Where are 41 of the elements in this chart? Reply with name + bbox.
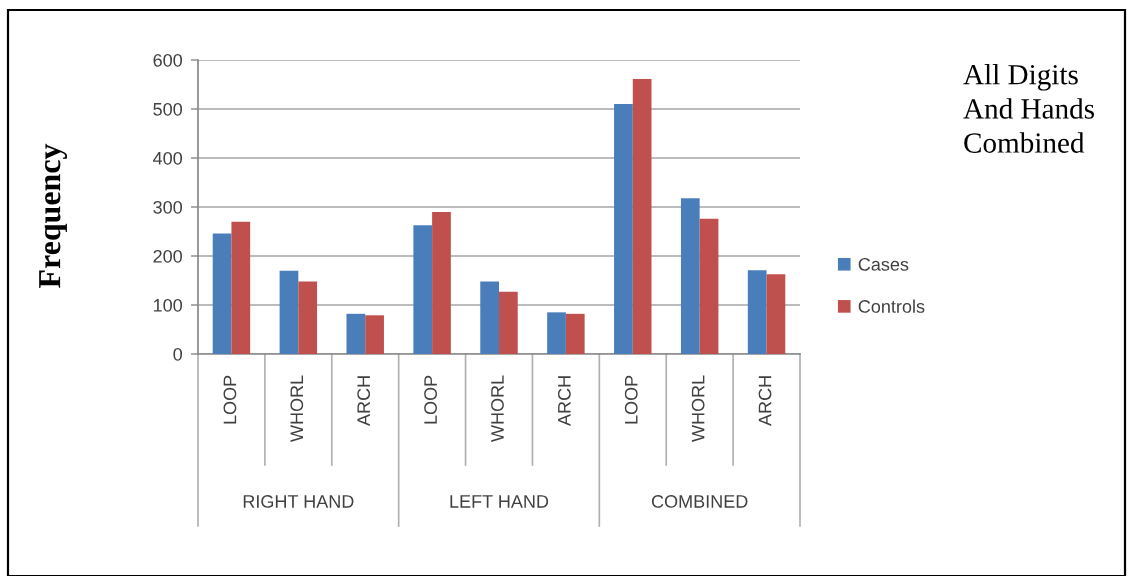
bar bbox=[231, 221, 251, 354]
y-tick-label: 600 bbox=[153, 53, 183, 67]
bar bbox=[680, 198, 700, 354]
x-tick-label: LOOP bbox=[624, 375, 638, 424]
bar bbox=[547, 312, 566, 354]
bar bbox=[432, 211, 451, 354]
x-tick-label: WHORL bbox=[491, 375, 504, 442]
bar bbox=[480, 281, 499, 354]
bar bbox=[298, 281, 318, 354]
bar bbox=[365, 315, 384, 354]
y-tick-label: 0 bbox=[173, 347, 183, 361]
bar bbox=[766, 274, 786, 354]
x-tick-label: LOOP bbox=[424, 375, 437, 424]
y-tick-label: 300 bbox=[153, 200, 183, 214]
text: LEFT HAND bbox=[450, 495, 549, 508]
x-tick-label: ARCH bbox=[357, 376, 371, 426]
x-tick-label: ARCH bbox=[557, 376, 571, 426]
text: All Digits And Hands Combined bbox=[963, 64, 1094, 153]
bar bbox=[279, 270, 299, 354]
text: RIGHT HAND bbox=[243, 495, 354, 508]
y-tick-label: 500 bbox=[153, 102, 183, 116]
bar bbox=[632, 79, 652, 354]
y-axis-title: Frequency bbox=[39, 143, 67, 288]
bar bbox=[346, 313, 366, 354]
text: COMBINED bbox=[651, 495, 748, 508]
y-tick-label: 200 bbox=[153, 249, 183, 263]
bar bbox=[565, 313, 585, 354]
bar bbox=[699, 218, 719, 354]
bar bbox=[212, 233, 232, 354]
legend-label: Cases bbox=[858, 257, 909, 271]
x-tick-label: ARCH bbox=[758, 376, 772, 426]
bar bbox=[499, 291, 518, 354]
bar bbox=[614, 104, 633, 354]
x-tick-label: WHORL bbox=[290, 375, 304, 442]
y-tick-label: 100 bbox=[153, 298, 183, 312]
legend-label: Controls bbox=[858, 299, 925, 313]
x-tick-label: WHORL bbox=[691, 375, 705, 442]
bar bbox=[747, 270, 767, 354]
bar bbox=[413, 225, 433, 354]
y-tick-label: 400 bbox=[153, 151, 183, 165]
x-tick-label: LOOP bbox=[223, 375, 237, 424]
